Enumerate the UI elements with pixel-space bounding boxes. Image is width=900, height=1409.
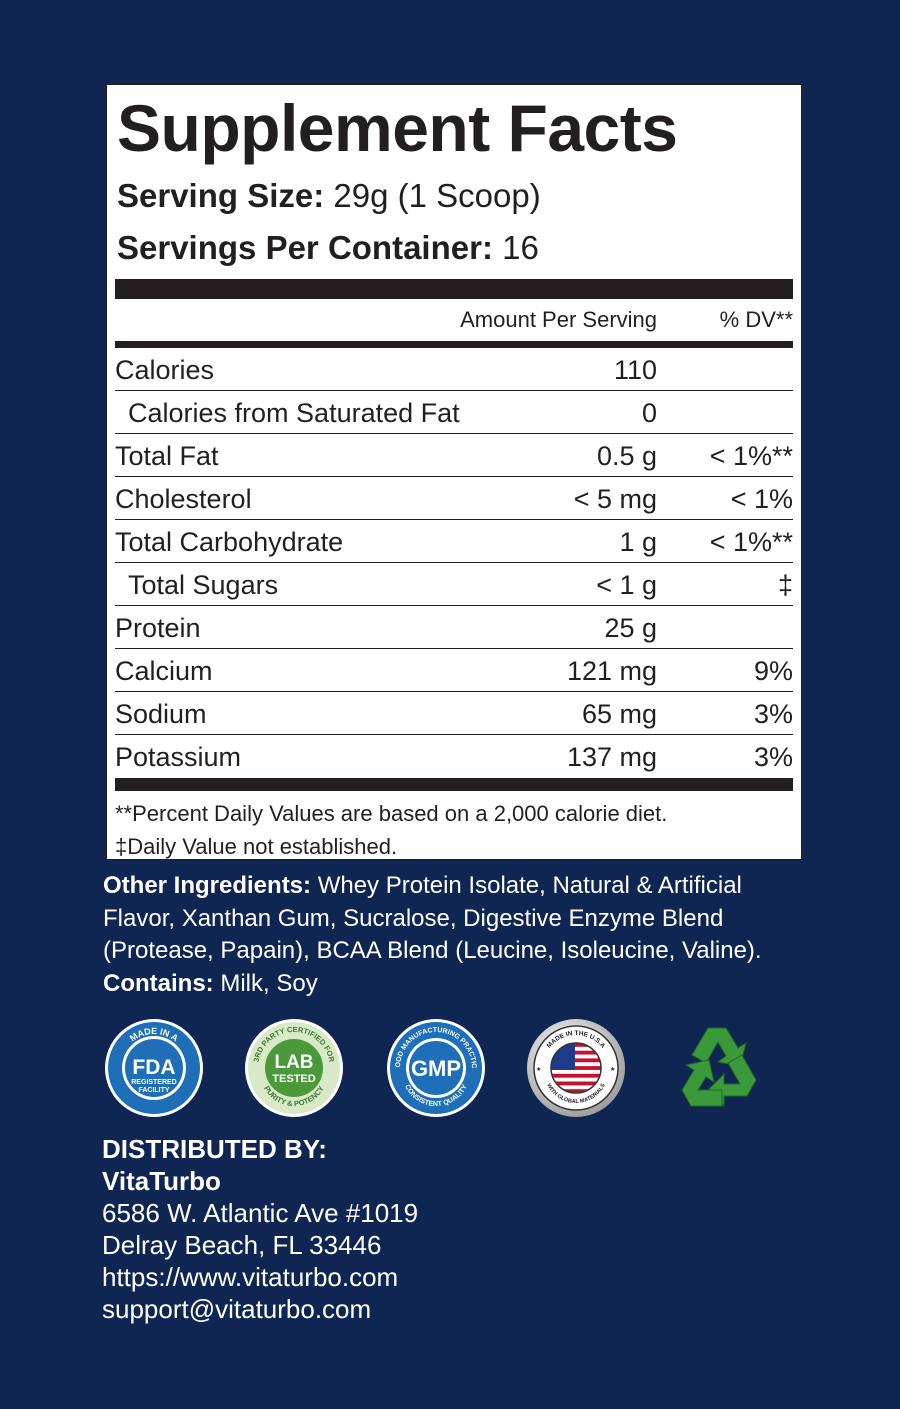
nutrient-name: Calcium [115, 656, 213, 686]
nutrient-name: Total Sugars [128, 570, 279, 600]
nutrient-row-potassium: Potassium 137 mg 3% [115, 735, 793, 778]
usa-badge-star-left: ★ [536, 1066, 541, 1073]
footnotes: **Percent Daily Values are based on a 2,… [115, 797, 667, 863]
nutrient-amount: 137 mg [566, 742, 657, 772]
nutrient-amount: < 1 g [596, 570, 657, 600]
serving-size-value: 29g (1 Scoop) [324, 177, 541, 214]
ingredients-section: Other Ingredients: Whey Protein Isolate,… [103, 870, 803, 1000]
nutrient-dv: 3% [753, 699, 793, 729]
fda-registered-badge: MADE IN A FDA REGISTERED FACILITY [105, 1019, 203, 1117]
nutrient-row-total-sugars: Total Sugars < 1 g ‡ [115, 563, 793, 606]
divider-thick-bottom [115, 778, 793, 791]
other-ingredients-label: Other Ingredients: [103, 872, 312, 899]
distributor-address-line1: 6586 W. Atlantic Ave #1019 [102, 1198, 419, 1228]
servings-per-container-label: Servings Per Container: [117, 229, 493, 266]
usa-badge-star-right: ★ [610, 1066, 615, 1073]
nutrient-amount: 0.5 g [596, 441, 657, 471]
nutrient-row-protein: Protein 25 g [115, 606, 793, 649]
gmp-badge-core [409, 1041, 463, 1095]
distributor-section: DISTRIBUTED BY: VitaTurbo 6586 W. Atlant… [102, 1133, 418, 1325]
fda-badge-core [125, 1039, 183, 1097]
contains-label: Contains: [103, 969, 214, 997]
recycle-icon [681, 1027, 757, 1108]
nutrient-name: Sodium [115, 699, 207, 729]
fda-badge-sub1: REGISTERED [131, 1079, 177, 1086]
distributor-company: VitaTurbo [102, 1166, 221, 1196]
other-ingredients: Other Ingredients: Whey Protein Isolate,… [103, 870, 803, 968]
nutrient-dv: < 1%** [709, 527, 793, 557]
distributed-by-heading: DISTRIBUTED BY: [102, 1134, 327, 1164]
gmp-badge-main: GMP [411, 1056, 461, 1081]
supplement-facts-title: Supplement Facts [117, 91, 678, 165]
lab-badge-main1: LAB [274, 1052, 313, 1073]
gmp-badge: GOOD MANUFACTURING PRACTICE CONSISTENT Q… [386, 1018, 485, 1117]
nutrient-dv: 3% [753, 742, 793, 772]
nutrient-name: Calories from Saturated Fat [128, 398, 460, 428]
serving-size-label: Serving Size: [117, 177, 325, 214]
nutrient-dv: < 1%** [709, 441, 793, 471]
servings-per-container-value: 16 [492, 229, 539, 266]
servings-per-container: Servings Per Container: 16 [117, 231, 539, 264]
nutrient-rows: Calories 110 Calories from Saturated Fat… [115, 348, 793, 778]
nutrient-amount: 110 [613, 355, 657, 385]
lab-badge-main2: TESTED [272, 1073, 315, 1085]
column-header-dv: % DV** [719, 307, 793, 332]
fda-badge-main: FDA [132, 1056, 175, 1079]
nutrient-name: Cholesterol [115, 484, 252, 514]
nutrient-row-calcium: Calcium 121 mg 9% [115, 649, 793, 692]
footnote-daily-values: **Percent Daily Values are based on a 2,… [115, 801, 668, 826]
nutrient-dv: < 1% [730, 484, 793, 514]
distributor-address-line2: Delray Beach, FL 33446 [102, 1230, 382, 1260]
distributor-website: https://www.vitaturbo.com [102, 1262, 399, 1292]
fda-badge-sub2: FACILITY [138, 1087, 169, 1094]
nutrient-name: Total Fat [115, 441, 219, 471]
usa-flag-border [550, 1042, 602, 1094]
column-header-amount: Amount Per Serving [460, 307, 657, 332]
serving-size: Serving Size: 29g (1 Scoop) [117, 179, 541, 212]
certification-badges: MADE IN A FDA REGISTERED FACILITY 3RD PA… [104, 1018, 804, 1118]
contains: Contains: Milk, Soy [103, 968, 803, 1001]
nutrient-dv: 9% [753, 656, 793, 686]
usa-flag-icon [551, 1043, 601, 1093]
divider-thick-top [115, 279, 793, 299]
divider-medium [115, 341, 793, 348]
other-ingredients-text: Whey Protein Isolate, Natural & Artifici… [103, 872, 762, 964]
nutrient-name: Total Carbohydrate [115, 527, 344, 557]
nutrient-name: Calories [115, 355, 215, 385]
nutrient-name: Protein [115, 613, 201, 643]
nutrient-amount: < 5 mg [573, 484, 657, 514]
nutrient-row-cholesterol: Cholesterol < 5 mg < 1% [115, 477, 793, 520]
nutrient-dv: ‡ [777, 570, 793, 600]
lab-badge-core [265, 1039, 323, 1097]
nutrient-amount: 0 [641, 398, 657, 428]
distributor-email: support@vitaturbo.com [102, 1294, 372, 1324]
nutrient-name: Potassium [115, 742, 242, 772]
nutrient-row-total-carbohydrate: Total Carbohydrate 1 g < 1%** [115, 520, 793, 563]
nutrient-row-calories-sat-fat: Calories from Saturated Fat 0 [115, 391, 793, 434]
contains-text: Milk, Soy [213, 969, 318, 997]
nutrient-amount: 25 g [604, 613, 657, 643]
nutrient-amount: 65 mg [581, 699, 657, 729]
nutrient-row-calories: Calories 110 [115, 348, 793, 391]
footnote-not-established: ‡Daily Value not established. [115, 834, 398, 859]
made-in-usa-badge: MADE IN THE U.S.A WITH GLOBAL MATERIALS … [527, 1019, 625, 1117]
nutrient-amount: 121 mg [566, 656, 657, 686]
supplement-facts-panel: Supplement Facts Serving Size: 29g (1 Sc… [106, 84, 802, 860]
nutrient-row-sodium: Sodium 65 mg 3% [115, 692, 793, 735]
lab-tested-badge: 3RD PARTY CERTIFIED FOR PURITY & POTENCY… [245, 1019, 343, 1117]
nutrient-amount: 1 g [619, 527, 657, 557]
nutrient-row-total-fat: Total Fat 0.5 g < 1%** [115, 434, 793, 477]
